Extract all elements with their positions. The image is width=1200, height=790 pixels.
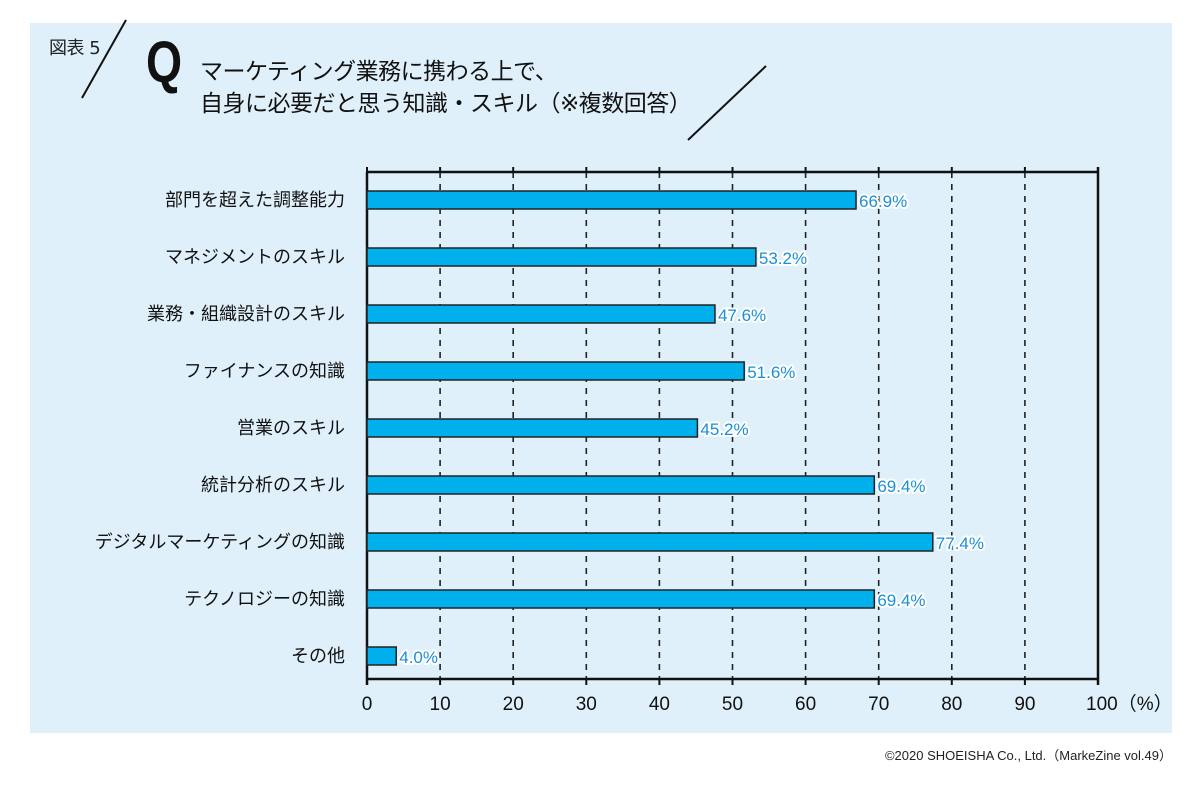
value-label: 4.0% — [399, 648, 438, 667]
chart-title-line-2: 自身に必要だと思う知識・スキル（※複数回答） — [200, 91, 692, 117]
value-label: 66.9% — [859, 192, 907, 211]
category-label: 部門を超えた調整能力 — [165, 190, 345, 211]
bar — [366, 190, 857, 210]
value-label: 69.4% — [877, 591, 925, 610]
x-tick-label: 60 — [795, 694, 816, 715]
decor-slash-left — [81, 19, 127, 99]
bar — [366, 247, 757, 267]
category-label: 統計分析のスキル — [201, 475, 345, 496]
x-tick-label: 20 — [503, 694, 524, 715]
value-label: 51.6% — [747, 363, 795, 382]
value-label: 77.4% — [936, 534, 984, 553]
x-tick-label: 80 — [941, 694, 962, 715]
bar — [366, 646, 397, 666]
bar — [366, 475, 876, 495]
bar — [366, 589, 876, 609]
value-label: 45.2% — [700, 420, 748, 439]
figure-label: 図表 5 — [49, 38, 101, 59]
category-label: 営業のスキル — [237, 418, 345, 439]
question-mark-q: Q — [146, 30, 183, 95]
x-tick-label: 40 — [649, 694, 670, 715]
bar — [366, 418, 699, 438]
value-label: 47.6% — [718, 306, 766, 325]
category-label: 業務・組織設計のスキル — [147, 304, 345, 325]
copyright-credit: ©2020 SHOEISHA Co., Ltd.（MarkeZine vol.4… — [884, 748, 1172, 763]
category-label: マネジメントのスキル — [165, 247, 345, 268]
category-label: デジタルマーケティングの知識 — [95, 532, 345, 553]
x-tick-label: 10 — [430, 694, 451, 715]
x-tick-label: 0 — [362, 694, 373, 715]
chart-title-line-1: マーケティング業務に携わる上で、 — [200, 59, 558, 85]
bar — [366, 361, 745, 381]
category-label: その他 — [291, 646, 345, 667]
bar — [366, 532, 934, 552]
x-tick-label: 90 — [1014, 694, 1035, 715]
x-tick-label: 50 — [722, 694, 743, 715]
category-label: テクノロジーの知識 — [184, 589, 345, 610]
decor-slash-right — [687, 65, 767, 141]
x-tick-label: 70 — [868, 694, 889, 715]
x-tick-label: 100（%） — [1086, 693, 1173, 715]
value-label: 69.4% — [877, 477, 925, 496]
bar — [366, 304, 716, 324]
x-tick-label: 30 — [576, 694, 597, 715]
category-label: ファイナンスの知識 — [184, 361, 345, 382]
value-label: 53.2% — [759, 249, 807, 268]
